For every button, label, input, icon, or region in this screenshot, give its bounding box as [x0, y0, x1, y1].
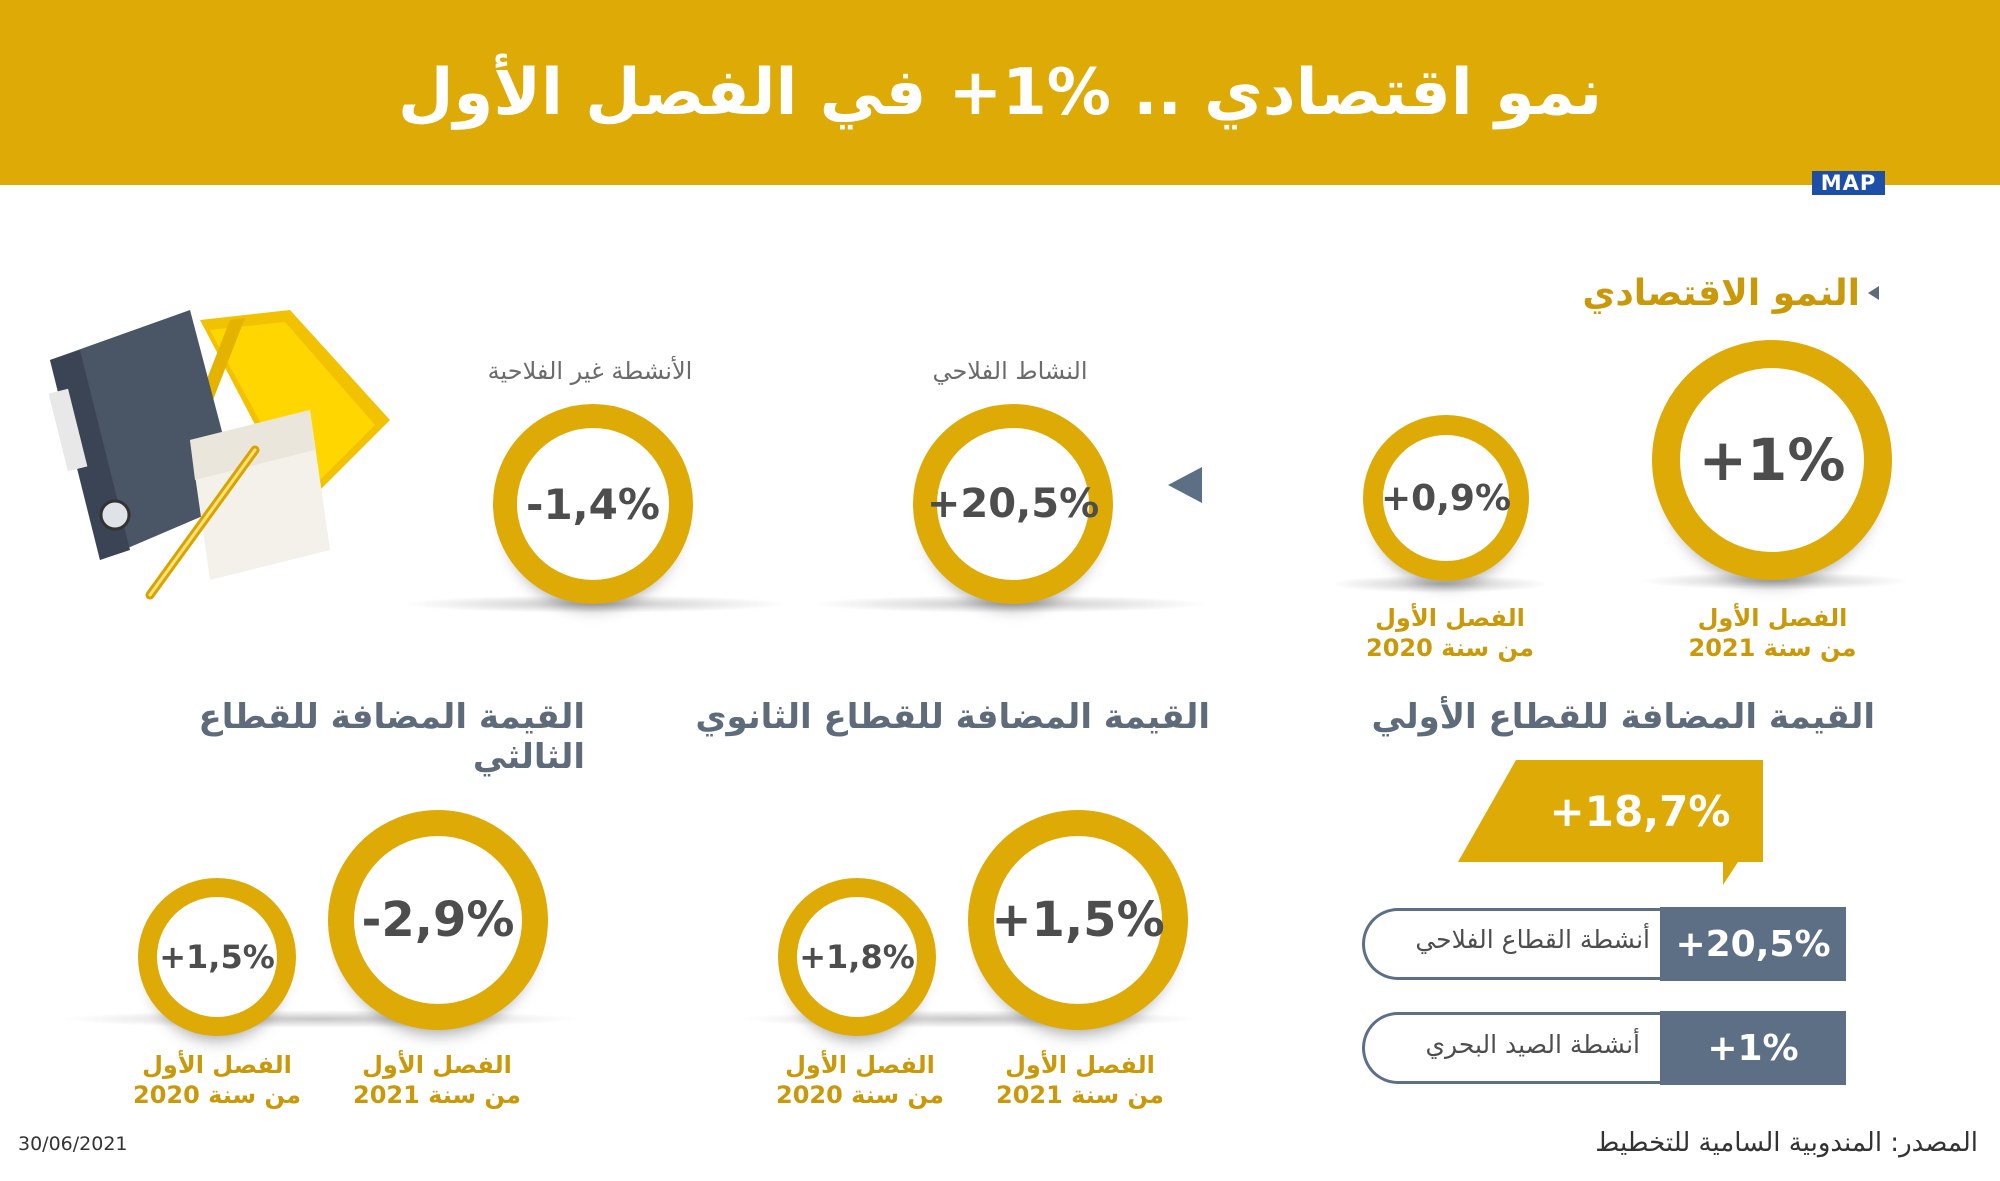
binders-and-pencil-icon — [48, 310, 390, 600]
page-title: نمو اقتصادي .. %1+ في الفصل الأول — [398, 55, 1602, 130]
primary-item-pill — [1362, 1012, 1662, 1084]
growth-previous-caption: الفصل الأول من سنة 2020 — [1365, 603, 1535, 663]
ring-shadow — [400, 595, 790, 613]
growth-main-ring: +1% — [1652, 340, 1892, 580]
agri-ring: +20,5% — [913, 404, 1113, 604]
map-logo: MAP — [1812, 171, 1885, 195]
primary-item-label: أنشطة الصيد البحري — [1425, 1030, 1640, 1059]
caption-line: من سنة 2021 — [1688, 634, 1857, 662]
secondary-current-caption: الفصل الأول من سنة 2021 — [995, 1050, 1165, 1110]
tertiary-current-ring: -2,9% — [328, 810, 548, 1030]
pointer-arrow-icon — [1168, 467, 1202, 503]
secondary-previous-ring: +1,8% — [778, 878, 936, 1036]
primary-item-label: أنشطة القطاع الفلاحي — [1415, 925, 1650, 954]
tertiary-previous-caption: الفصل الأول من سنة 2020 — [132, 1050, 302, 1110]
tertiary-current-value: -2,9% — [361, 892, 515, 948]
caption-line: الفصل الأول — [362, 1051, 512, 1079]
growth-previous-value: +0,9% — [1381, 477, 1512, 519]
caption-line: الفصل الأول — [1375, 604, 1525, 632]
agri-value: +20,5% — [926, 481, 1100, 527]
caption-line: من سنة 2021 — [996, 1081, 1164, 1109]
bullet-arrow-icon — [1868, 286, 1879, 300]
source-note: المصدر: المندوبية السامية للتخطيط — [1595, 1128, 1978, 1158]
caption-line: الفصل الأول — [142, 1051, 292, 1079]
ring-shadow — [60, 1010, 580, 1028]
ring-shadow — [810, 595, 1210, 613]
nonagri-ring: -1,4% — [493, 404, 693, 604]
nonagri-value: -1,4% — [526, 479, 660, 529]
primary-item-pill — [1362, 908, 1662, 980]
ring-shadow — [1640, 572, 1910, 590]
tertiary-previous-value: +1,5% — [159, 938, 275, 976]
caption-line: من سنة 2020 — [776, 1081, 944, 1109]
caption-line: الفصل الأول — [1005, 1051, 1155, 1079]
caption-line: من سنة 2020 — [1366, 634, 1534, 662]
secondary-current-value: +1,5% — [991, 892, 1165, 948]
caption-line: الفصل الأول — [785, 1051, 935, 1079]
nonagri-label: الأنشطة غير الفلاحية — [487, 357, 693, 385]
secondary-heading: القيمة المضافة للقطاع الثانوي — [695, 697, 1210, 737]
header-banner — [0, 0, 2000, 185]
primary-total-banner — [1458, 760, 1763, 885]
agri-label: النشاط الفلاحي — [932, 357, 1088, 385]
secondary-previous-caption: الفصل الأول من سنة 2020 — [775, 1050, 945, 1110]
caption-line: الفصل الأول — [1697, 604, 1848, 632]
growth-previous-ring: +0,9% — [1363, 415, 1529, 581]
secondary-current-ring: +1,5% — [968, 810, 1188, 1030]
growth-main-caption: الفصل الأول من سنة 2021 — [1680, 603, 1865, 663]
caption-line: من سنة 2021 — [353, 1081, 521, 1109]
ring-shadow — [1330, 575, 1550, 593]
caption-line: من سنة 2020 — [133, 1081, 301, 1109]
tertiary-previous-ring: +1,5% — [138, 878, 296, 1036]
primary-total-value: +18,7% — [1549, 786, 1731, 836]
publish-date: 30/06/2021 — [18, 1133, 128, 1155]
tertiary-heading: القيمة المضافة للقطاع الثالثي — [198, 697, 585, 777]
primary-heading: القيمة المضافة للقطاع الأولي — [1371, 697, 1875, 737]
primary-item-value: +20,5% — [1660, 907, 1846, 981]
primary-item-value: +1% — [1660, 1011, 1846, 1085]
growth-main-value: +1% — [1698, 426, 1846, 494]
tertiary-current-caption: الفصل الأول من سنة 2021 — [352, 1050, 522, 1110]
secondary-previous-value: +1,8% — [799, 938, 915, 976]
growth-heading: النمو الاقتصادي — [1582, 273, 1860, 314]
